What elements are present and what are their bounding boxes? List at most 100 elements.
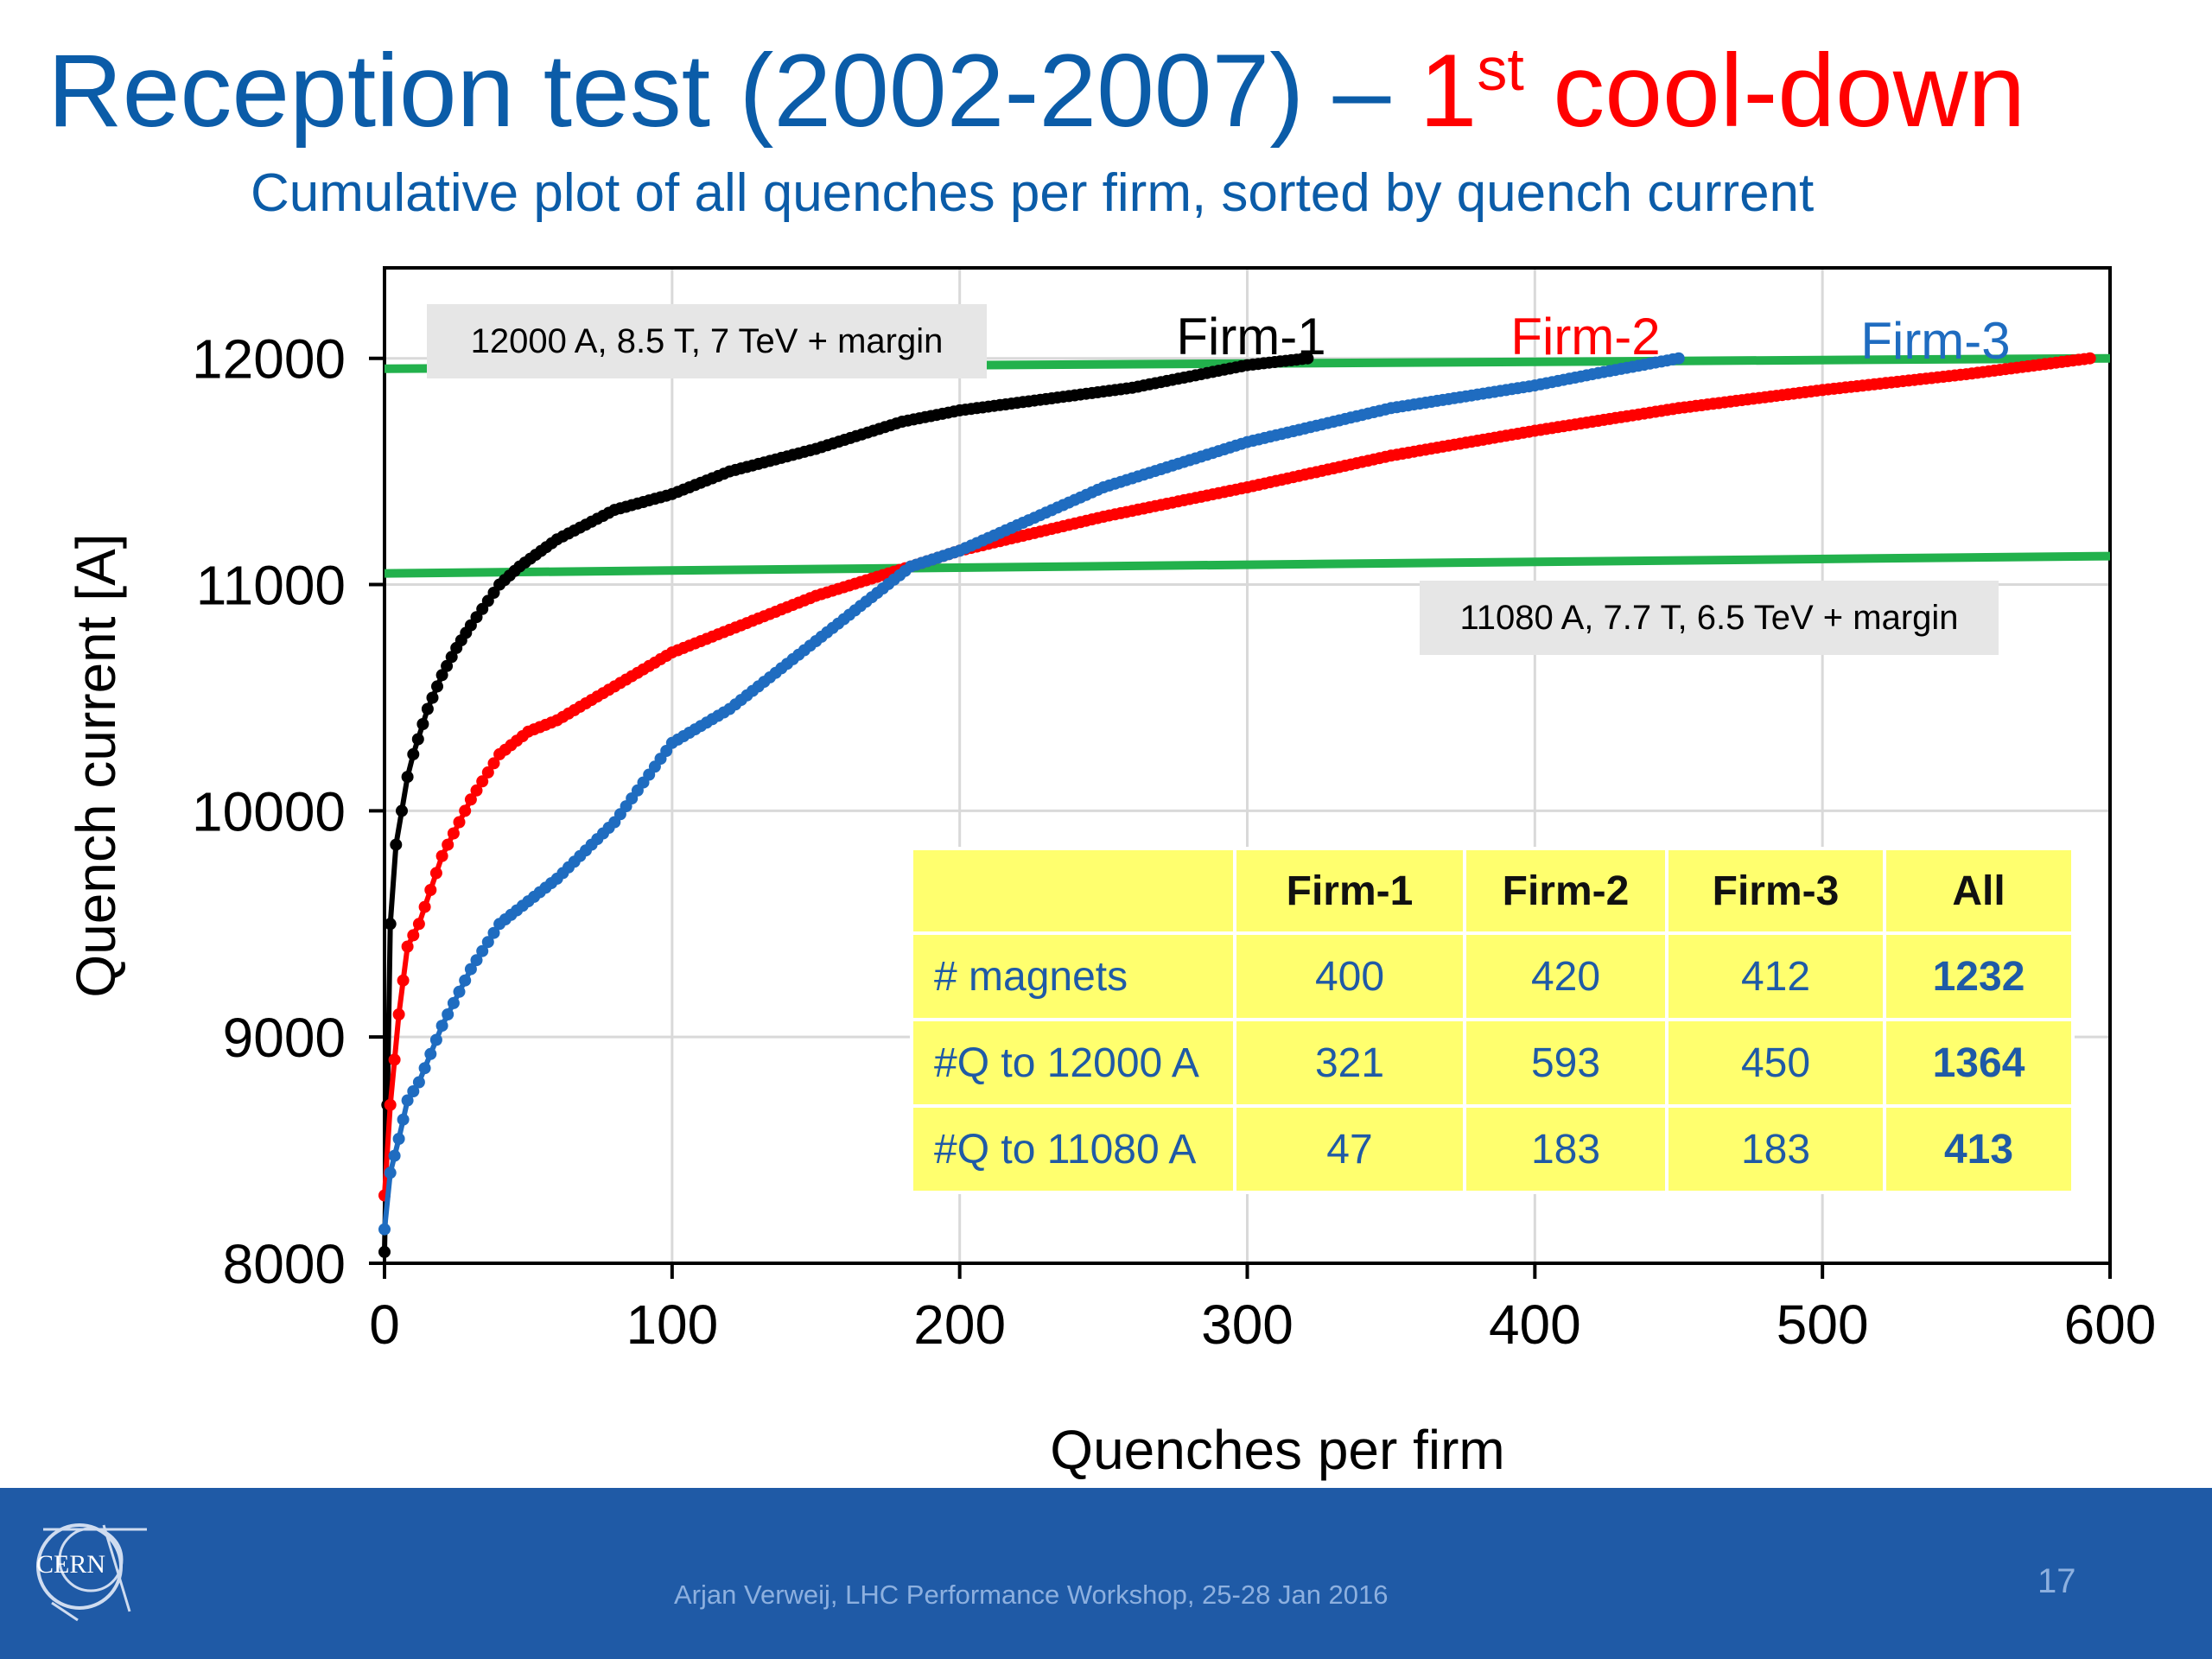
page-number: 17 — [2037, 1562, 2076, 1600]
data-point — [435, 669, 448, 682]
data-point — [412, 918, 425, 931]
x-tick-label: 200 — [913, 1294, 1006, 1356]
data-point — [453, 985, 466, 998]
data-point — [378, 1245, 391, 1258]
summary-header-empty — [910, 847, 1236, 935]
data-point — [401, 771, 414, 784]
data-point — [447, 996, 460, 1009]
data-point — [445, 651, 458, 664]
data-point — [384, 1098, 397, 1111]
data-point — [464, 963, 477, 976]
summary-header-all: All — [1883, 847, 2075, 935]
reference-line — [384, 551, 2111, 578]
data-point — [431, 680, 443, 693]
y-tick-label: 10000 — [192, 780, 346, 842]
table-row: #Q to 11080 A 47 183 183 413 — [910, 1104, 2075, 1194]
table-cell: 593 — [1463, 1018, 1669, 1108]
data-point — [396, 804, 408, 817]
data-point — [407, 929, 420, 942]
data-point — [401, 1094, 414, 1107]
x-tick-label: 100 — [626, 1294, 718, 1356]
x-axis-label: Quenches per firm — [1050, 1419, 1504, 1481]
y-tick-label: 9000 — [223, 1007, 346, 1069]
table-row: #Q to 12000 A 321 593 450 1364 — [910, 1018, 2075, 1108]
title-ordinal: 1 — [1419, 33, 1478, 149]
table-cell-total: 1232 — [1883, 931, 2075, 1021]
data-point — [2083, 352, 2096, 365]
table-cell: 183 — [1463, 1104, 1669, 1194]
data-point — [411, 733, 424, 746]
data-point — [421, 702, 434, 715]
x-tick-label: 0 — [369, 1294, 400, 1356]
data-point — [401, 940, 414, 953]
x-tick-label: 600 — [2064, 1294, 2157, 1356]
slide-subtitle: Cumulative plot of all quenches per firm… — [251, 163, 1815, 223]
reference-label-box — [427, 304, 987, 378]
table-cell: 412 — [1665, 931, 1886, 1021]
data-point — [481, 766, 494, 779]
footer-bar — [0, 1488, 2212, 1659]
data-point — [470, 954, 483, 967]
row-label: #Q to 12000 A — [910, 1018, 1236, 1108]
y-axis-label: Quench current [A] — [65, 533, 127, 997]
data-point — [447, 827, 460, 840]
footer-text: Arjan Verweij, LHC Performance Workshop,… — [674, 1580, 1389, 1610]
y-tick-label: 12000 — [192, 328, 346, 391]
data-point — [481, 936, 494, 949]
x-tick-label: 500 — [1777, 1294, 1869, 1356]
data-point — [390, 838, 403, 851]
slide-title: Reception test (2002-2007) – 1st cool-do… — [48, 30, 2025, 151]
data-point — [459, 974, 472, 987]
data-point — [429, 867, 442, 880]
data-point — [388, 1149, 401, 1162]
cern-logo-icon: CERN — [36, 1523, 147, 1622]
table-cell: 183 — [1665, 1104, 1886, 1194]
table-cell-total: 413 — [1883, 1104, 2075, 1194]
data-point — [392, 1008, 405, 1020]
table-cell: 420 — [1463, 931, 1669, 1021]
data-point — [392, 1133, 405, 1145]
data-point — [429, 1033, 442, 1046]
data-point — [487, 757, 500, 770]
data-point — [1672, 352, 1685, 365]
data-point — [384, 918, 397, 931]
x-tick-label: 300 — [1201, 1294, 1294, 1356]
data-point — [487, 926, 500, 939]
data-point — [426, 691, 439, 704]
data-point — [453, 816, 466, 829]
title-part-2: 1st cool-down — [1420, 33, 2026, 149]
summary-header-firm2: Firm-2 — [1463, 847, 1669, 935]
data-point — [407, 747, 420, 760]
title-part-3: cool-down — [1523, 33, 2026, 149]
reference-label-11080: 11080 A, 7.7 T, 6.5 TeV + margin — [1420, 581, 1999, 655]
reference-label-text: 12000 A, 8.5 T, 7 TeV + margin — [471, 322, 944, 360]
data-point — [397, 974, 410, 987]
quench-chart: 0 100 200 300 400 500 600 8000 9000 10000 11000 120… — [65, 266, 2157, 1481]
data-point — [470, 784, 483, 797]
data-point — [416, 718, 429, 730]
legend-label-firm-1: Firm-1 — [1176, 308, 1325, 365]
data-point — [384, 1166, 397, 1179]
data-point — [442, 1008, 454, 1020]
summary-header-row: Firm-1 Firm-2 Firm-3 All — [910, 847, 2075, 935]
table-cell: 321 — [1233, 1018, 1466, 1108]
row-label: #Q to 11080 A — [910, 1104, 1236, 1194]
data-point — [476, 775, 489, 788]
table-cell-total: 1364 — [1883, 1018, 2075, 1108]
reference-label-box — [1420, 581, 1999, 655]
series-firm-1 — [378, 352, 1314, 1258]
data-point — [476, 944, 489, 957]
summary-header-firm1: Firm-1 — [1233, 847, 1466, 935]
reference-label-12000: 12000 A, 8.5 T, 7 TeV + margin — [427, 304, 987, 378]
row-label: # magnets — [910, 931, 1236, 1021]
data-point — [424, 884, 437, 896]
data-point — [378, 1223, 391, 1236]
data-point — [464, 793, 477, 806]
summary-table: Firm-1 Firm-2 Firm-3 All # magnets 400 4… — [910, 847, 2075, 1194]
data-point — [424, 1047, 437, 1060]
data-point — [397, 1113, 410, 1126]
summary-header-firm3: Firm-3 — [1665, 847, 1886, 935]
data-point — [441, 659, 454, 672]
series-firm-3 — [378, 352, 1685, 1236]
data-point — [1301, 352, 1314, 365]
